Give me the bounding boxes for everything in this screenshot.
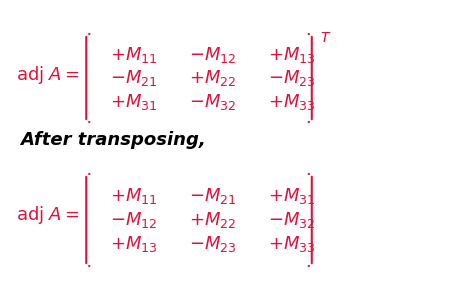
Text: $\mathrm{adj}\;A=$: $\mathrm{adj}\;A=$ bbox=[16, 204, 79, 226]
Text: $-M_{23}$: $-M_{23}$ bbox=[268, 68, 316, 88]
Text: $+M_{31}$: $+M_{31}$ bbox=[268, 186, 316, 206]
Text: After transposing,: After transposing, bbox=[20, 131, 206, 149]
Text: $-M_{21}$: $-M_{21}$ bbox=[189, 186, 237, 206]
Text: $+M_{33}$: $+M_{33}$ bbox=[268, 92, 316, 112]
Text: $+M_{13}$: $+M_{13}$ bbox=[110, 234, 157, 254]
Text: $+M_{22}$: $+M_{22}$ bbox=[189, 210, 237, 230]
Text: $-M_{32}$: $-M_{32}$ bbox=[189, 92, 237, 112]
Text: $+M_{31}$: $+M_{31}$ bbox=[110, 92, 157, 112]
Text: $+M_{11}$: $+M_{11}$ bbox=[110, 186, 157, 206]
Text: $+M_{22}$: $+M_{22}$ bbox=[189, 68, 237, 88]
Text: $-M_{21}$: $-M_{21}$ bbox=[110, 68, 157, 88]
Text: $-M_{23}$: $-M_{23}$ bbox=[189, 234, 237, 254]
Text: $+M_{33}$: $+M_{33}$ bbox=[268, 234, 316, 254]
Text: $-M_{32}$: $-M_{32}$ bbox=[268, 210, 316, 230]
Text: $+M_{11}$: $+M_{11}$ bbox=[110, 45, 157, 65]
Text: $-M_{12}$: $-M_{12}$ bbox=[110, 210, 157, 230]
Text: $T$: $T$ bbox=[319, 31, 331, 45]
Text: $+M_{13}$: $+M_{13}$ bbox=[268, 45, 316, 65]
Text: $\mathrm{adj}\;A=$: $\mathrm{adj}\;A=$ bbox=[16, 64, 79, 86]
Text: $-M_{12}$: $-M_{12}$ bbox=[189, 45, 237, 65]
